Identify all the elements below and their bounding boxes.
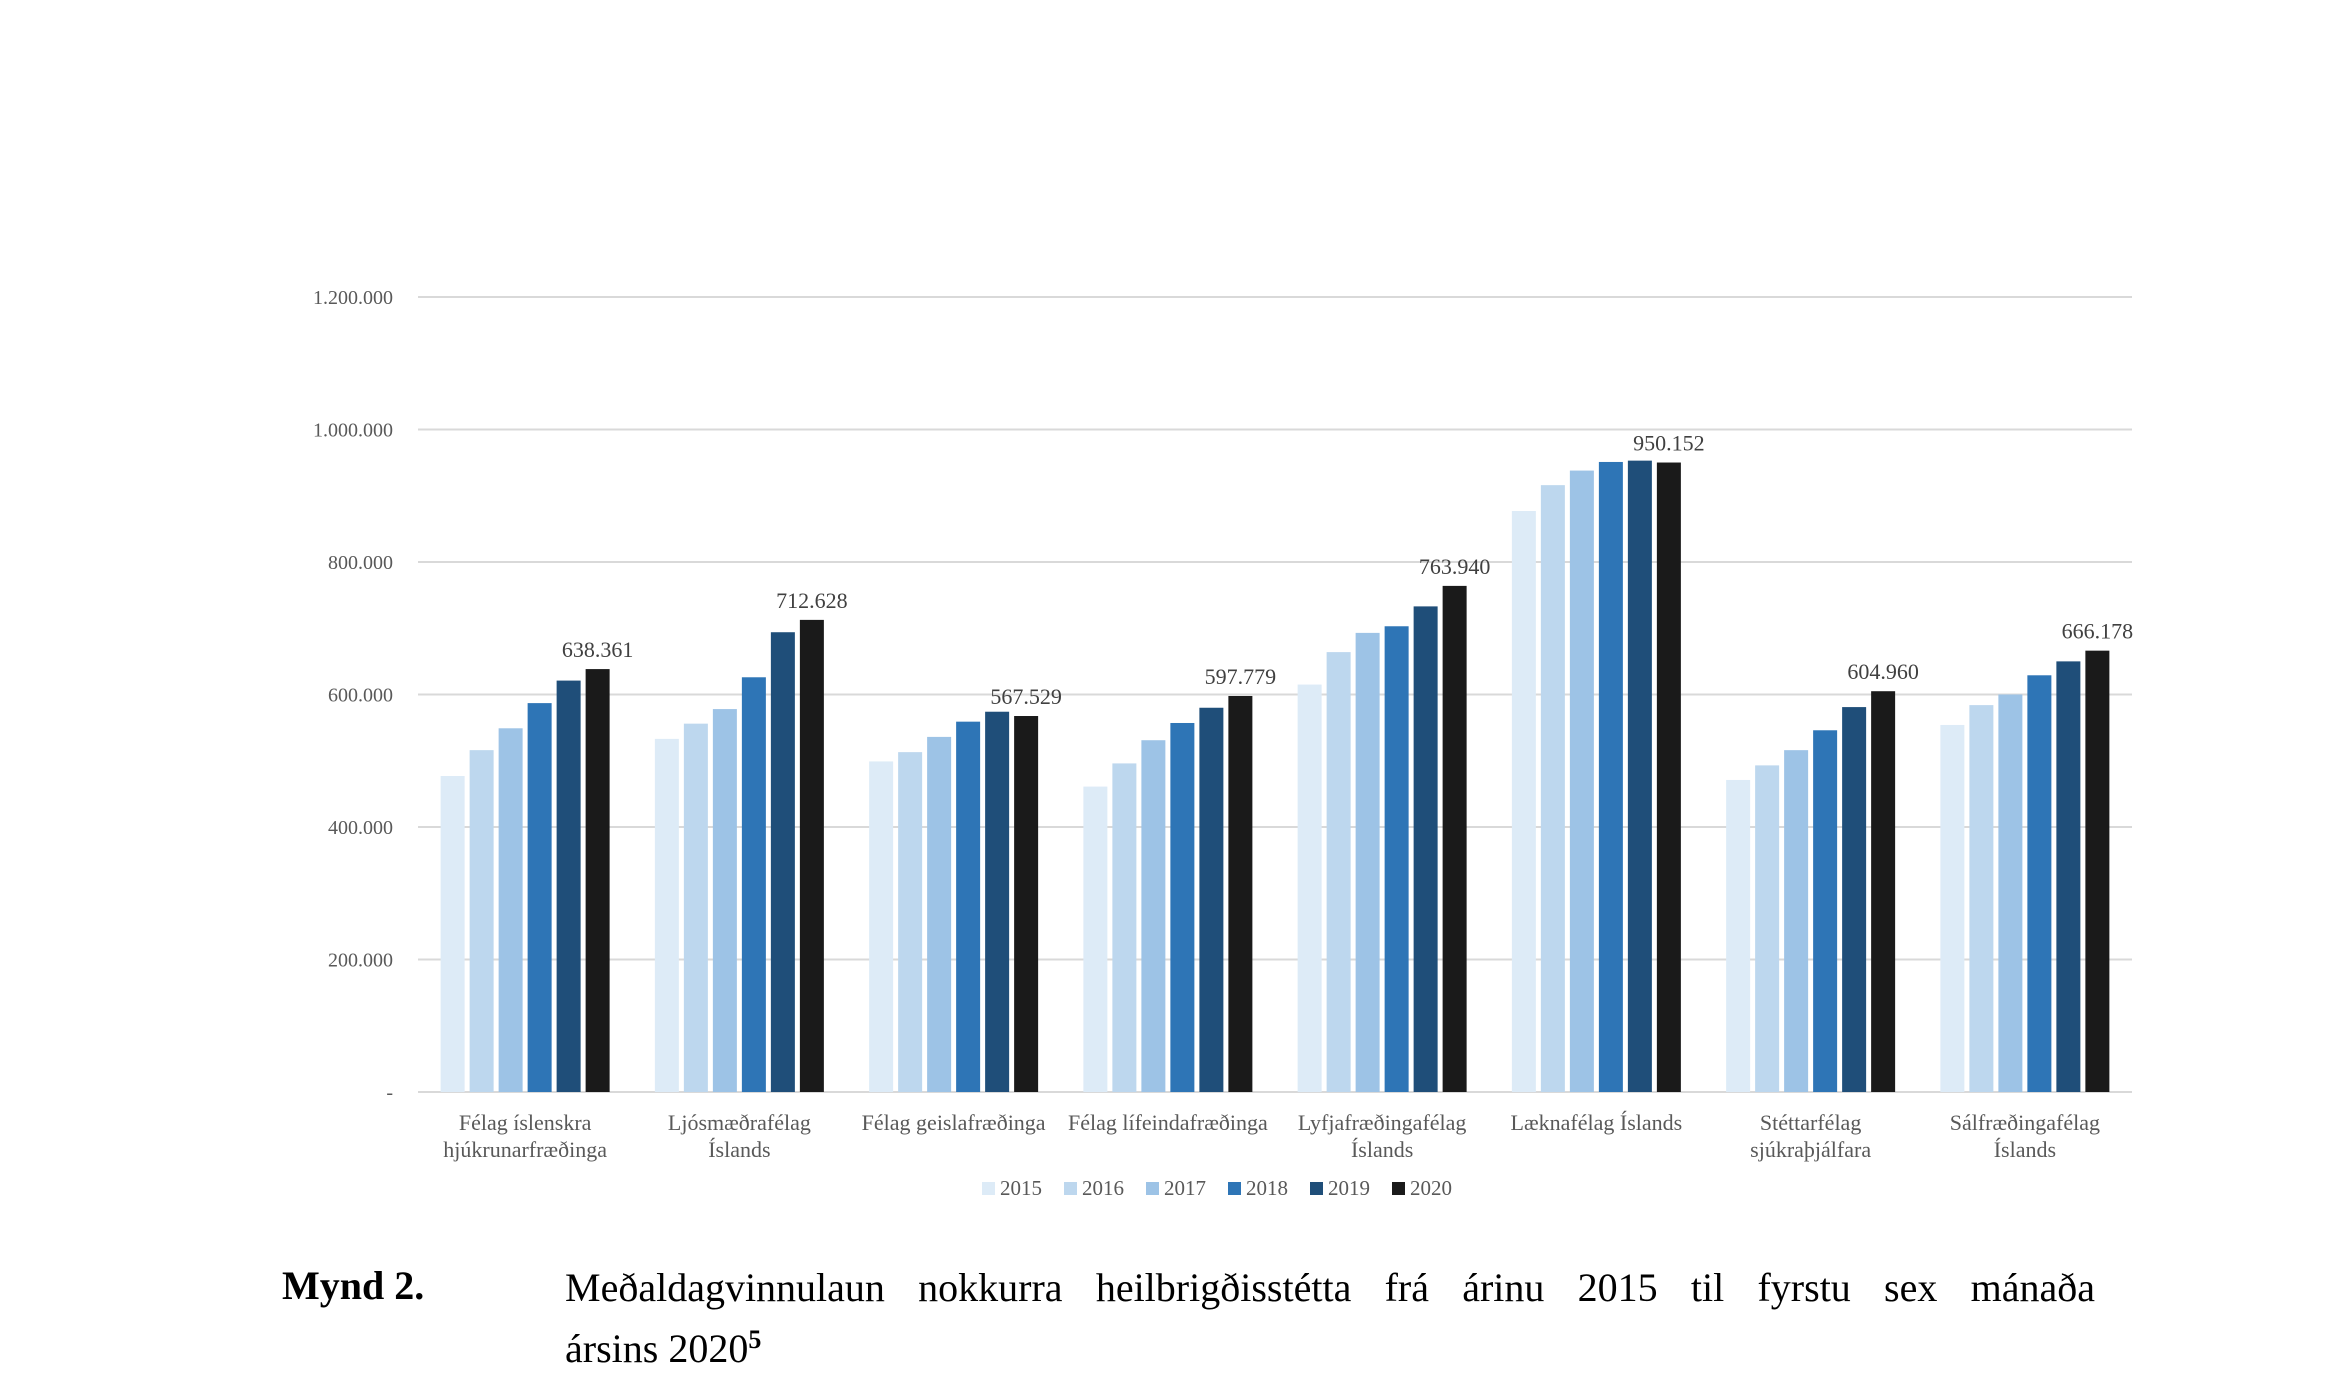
bar-2016 bbox=[1969, 705, 1994, 1092]
x-category-label: hjúkrunarfræðinga bbox=[443, 1137, 607, 1162]
x-category-label: Íslands bbox=[1351, 1137, 1413, 1162]
bar-2015 bbox=[1297, 684, 1322, 1092]
bar-2017 bbox=[498, 728, 523, 1092]
legend-label: 2017 bbox=[1164, 1176, 1206, 1200]
x-category-label: Íslands bbox=[708, 1137, 770, 1162]
legend-swatch bbox=[1146, 1182, 1159, 1195]
bar-2020 bbox=[1228, 695, 1253, 1092]
y-tick-label: 1.000.000 bbox=[313, 420, 393, 442]
bar-2016 bbox=[683, 723, 708, 1092]
data-label: 638.361 bbox=[562, 637, 634, 662]
legend-swatch bbox=[1228, 1182, 1241, 1195]
y-tick-label: 200.000 bbox=[328, 950, 393, 972]
bar-2019 bbox=[985, 711, 1010, 1092]
bar-2017 bbox=[1784, 750, 1809, 1092]
legend-swatch bbox=[1392, 1182, 1405, 1195]
bar-2018 bbox=[1170, 722, 1195, 1092]
figure-label: Mynd 2. bbox=[282, 1263, 425, 1308]
bar-2019 bbox=[556, 680, 581, 1092]
x-category-label: Læknafélag Íslands bbox=[1511, 1110, 1683, 1135]
bar-2019 bbox=[1627, 460, 1652, 1092]
data-label: 604.960 bbox=[1847, 659, 1919, 684]
bar-2017 bbox=[1569, 470, 1594, 1092]
bar-2015 bbox=[1083, 786, 1108, 1092]
bar-2018 bbox=[1384, 626, 1409, 1092]
bar-2018 bbox=[1813, 730, 1838, 1092]
bar-2018 bbox=[527, 703, 552, 1092]
legend-label: 2016 bbox=[1082, 1176, 1124, 1200]
bar-2019 bbox=[770, 632, 795, 1092]
bar-2015 bbox=[869, 761, 894, 1092]
bar-2018 bbox=[741, 677, 766, 1092]
bar-2019 bbox=[1842, 707, 1867, 1092]
y-tick-label: 600.000 bbox=[328, 685, 393, 707]
x-category-label: Ljósmæðrafélag bbox=[668, 1110, 811, 1135]
bar-2020 bbox=[1871, 691, 1896, 1092]
bar-2020 bbox=[799, 619, 824, 1092]
bar-2016 bbox=[469, 750, 494, 1092]
bar-2015 bbox=[1726, 779, 1751, 1092]
x-category-label: Félag lífeindafræðinga bbox=[1068, 1110, 1268, 1135]
data-label: 666.178 bbox=[2062, 619, 2134, 644]
bar-2015 bbox=[440, 775, 465, 1092]
bar-2020 bbox=[2085, 650, 2110, 1092]
bar-2017 bbox=[712, 709, 737, 1092]
bar-2020 bbox=[1442, 585, 1467, 1092]
x-category-label: Lyfjafræðingafélag bbox=[1298, 1110, 1467, 1135]
y-tick-label: 800.000 bbox=[328, 552, 393, 574]
bar-2020 bbox=[1656, 462, 1681, 1092]
data-label: 567.529 bbox=[990, 684, 1062, 709]
figure-caption: Meðaldagvinnulaun nokkurra heilbrigðisst… bbox=[565, 1265, 2095, 1310]
bar-2016 bbox=[1755, 765, 1780, 1092]
legend-swatch bbox=[1064, 1182, 1077, 1195]
bar-2016 bbox=[1326, 652, 1351, 1092]
y-tick-label: 400.000 bbox=[328, 817, 393, 839]
bar-2020 bbox=[1014, 716, 1039, 1092]
data-label: 950.152 bbox=[1633, 431, 1705, 456]
x-category-label: Stéttarfélag bbox=[1760, 1110, 1861, 1135]
legend-label: 2018 bbox=[1246, 1176, 1288, 1200]
legend-swatch bbox=[1310, 1182, 1323, 1195]
data-label: 597.779 bbox=[1205, 664, 1277, 689]
data-label: 712.628 bbox=[776, 588, 848, 613]
bar-2017 bbox=[927, 736, 952, 1092]
bar-2020 bbox=[585, 669, 610, 1092]
y-tick-label: - bbox=[386, 1082, 393, 1104]
x-category-label: Sálfræðingafélag bbox=[1950, 1110, 2100, 1135]
bar-2015 bbox=[1940, 724, 1965, 1092]
bar-2018 bbox=[2027, 675, 2052, 1092]
bar-chart: - 200.000 400.000 600.000 800.000 1.000.000 1.… bbox=[313, 287, 2134, 1200]
legend-swatch bbox=[982, 1182, 995, 1195]
legend-label: 2019 bbox=[1328, 1176, 1370, 1200]
bar-2016 bbox=[898, 752, 923, 1092]
x-category-label: Íslands bbox=[1994, 1137, 2056, 1162]
figure-caption-year: ársins 2020 bbox=[565, 1326, 749, 1371]
bar-2019 bbox=[2056, 661, 2081, 1092]
bar-2019 bbox=[1413, 606, 1438, 1092]
bar-2015 bbox=[654, 738, 679, 1092]
x-category-label: Félag íslenskra bbox=[459, 1110, 592, 1135]
figure-caption-line2: ársins 20205 bbox=[565, 1314, 761, 1375]
bar-2017 bbox=[1141, 740, 1166, 1092]
y-tick-label: 1.200.000 bbox=[313, 287, 393, 309]
bar-2016 bbox=[1112, 763, 1137, 1092]
legend-label: 2015 bbox=[1000, 1176, 1042, 1200]
bar-2017 bbox=[1998, 694, 2023, 1092]
legend-label: 2020 bbox=[1410, 1176, 1452, 1200]
bar-2016 bbox=[1540, 485, 1565, 1092]
x-category-label: sjúkraþjálfara bbox=[1750, 1137, 1871, 1162]
footnote-marker: 5 bbox=[748, 1325, 762, 1354]
bar-2018 bbox=[956, 721, 981, 1092]
bar-2015 bbox=[1511, 510, 1536, 1092]
bar-2018 bbox=[1598, 461, 1623, 1092]
bar-2017 bbox=[1355, 632, 1380, 1092]
data-label: 763.940 bbox=[1419, 554, 1491, 579]
bar-2019 bbox=[1199, 707, 1224, 1092]
x-category-label: Félag geislafræðinga bbox=[862, 1110, 1046, 1135]
